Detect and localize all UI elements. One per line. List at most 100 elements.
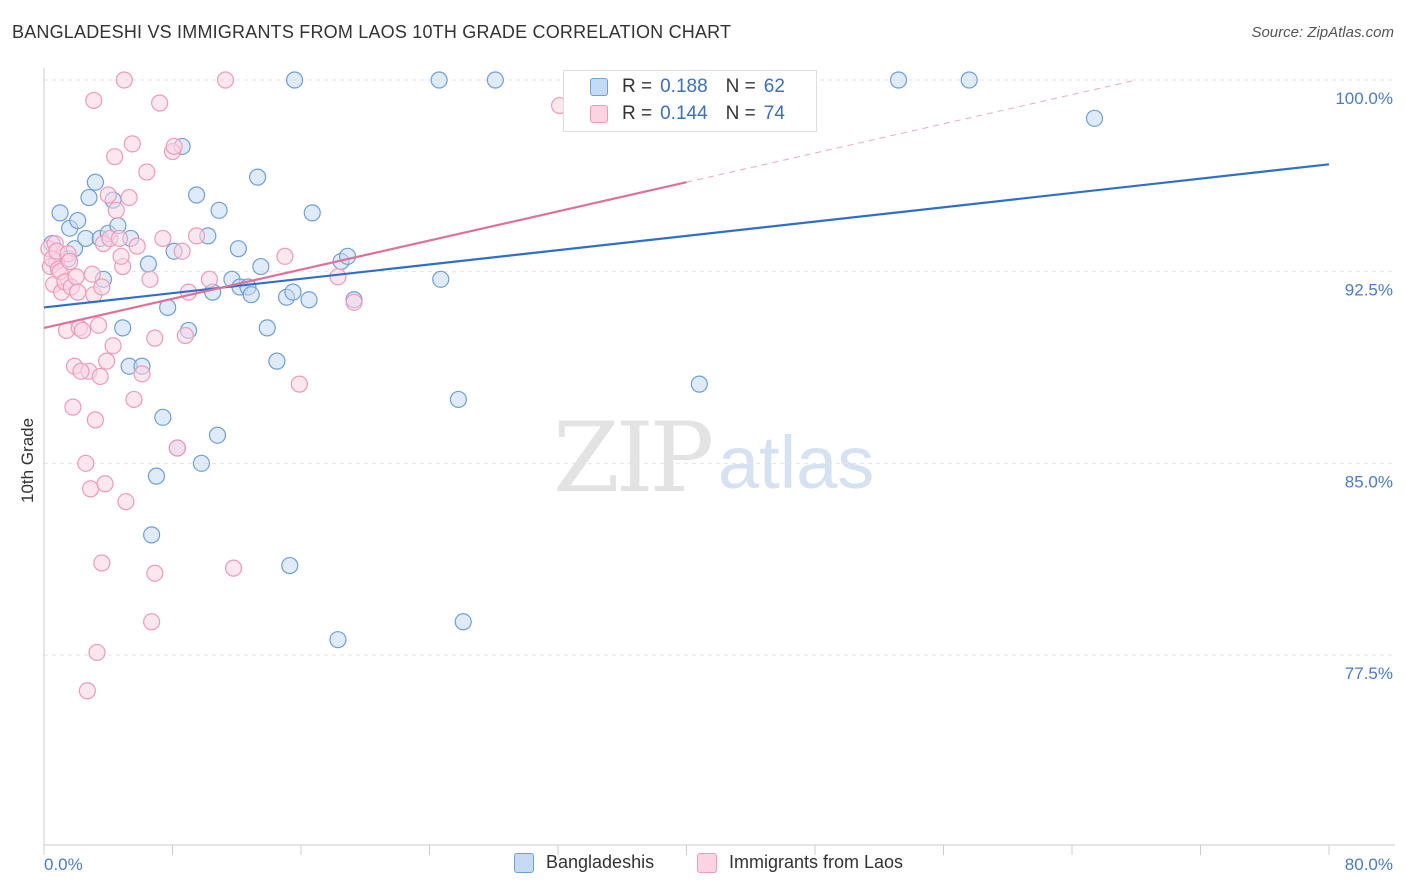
point-bangladeshi [690, 375, 708, 393]
legend-label-laos: Immigrants from Laos [729, 852, 904, 872]
legend-r-value: 0.188 [660, 76, 708, 97]
point-laos [133, 365, 151, 383]
legend-row-bangladeshis: R = 0.188 N = 62 [590, 75, 785, 99]
point-laos [125, 390, 143, 409]
point-laos [123, 135, 141, 153]
point-bangladeshi [229, 240, 247, 258]
legend-n-value: 62 [763, 76, 785, 97]
trendline-laos [43, 181, 687, 329]
point-laos [120, 188, 138, 207]
point-laos [61, 252, 79, 271]
point-laos [64, 398, 82, 416]
point-bangladeshi [192, 454, 211, 472]
watermark-atlas: atlas [718, 421, 875, 504]
point-bangladeshi [210, 201, 228, 219]
point-bangladeshi [242, 286, 260, 304]
point-bangladeshi [285, 71, 304, 89]
y-tick-label: 77.5% [1345, 664, 1393, 683]
point-bangladeshi [338, 247, 357, 265]
point-laos [187, 227, 206, 245]
watermark-zip: ZIP [553, 402, 714, 514]
point-bangladeshi [80, 188, 98, 207]
point-bangladeshi [51, 204, 69, 222]
legend-row-laos: R = 0.144 N = 74 [590, 102, 785, 126]
legend-item-laos[interactable]: Immigrants from Laos [697, 852, 903, 873]
legend-n-label: N = [725, 76, 756, 97]
legend-n-label: N = [725, 103, 756, 124]
point-bangladeshi [1085, 109, 1104, 127]
series-legend: Bangladeshis Immigrants from Laos [0, 852, 1406, 878]
point-laos [86, 411, 105, 429]
point-laos [81, 480, 100, 498]
legend-r-label: R = [622, 76, 653, 97]
point-laos [99, 186, 117, 204]
point-laos [106, 148, 124, 166]
point-laos [115, 71, 133, 89]
point-laos [73, 321, 92, 340]
point-bangladeshi [252, 257, 270, 276]
point-bangladeshi [300, 291, 318, 309]
point-bangladeshi [268, 352, 286, 370]
point-bangladeshi [281, 556, 299, 575]
point-bangladeshi [69, 211, 87, 230]
point-laos [128, 237, 146, 255]
point-laos [329, 268, 347, 286]
point-bangladeshi [960, 71, 978, 89]
point-laos [96, 475, 114, 493]
point-laos [91, 367, 109, 386]
x-tick-label-min: 0.0% [44, 855, 83, 874]
point-bangladeshi [486, 71, 504, 89]
point-laos [78, 682, 96, 700]
point-laos [146, 329, 164, 347]
point-bangladeshi [208, 426, 227, 444]
point-laos [69, 283, 87, 301]
point-laos [77, 454, 95, 472]
legend-r-value: 0.144 [660, 103, 708, 124]
legend-item-bangladeshis[interactable]: Bangladeshis [514, 852, 654, 873]
point-laos [168, 439, 186, 457]
point-bangladeshi [154, 408, 172, 426]
point-laos [143, 613, 161, 631]
point-bangladeshi [889, 71, 908, 89]
point-laos [200, 270, 219, 288]
point-laos [93, 278, 111, 296]
point-laos [138, 163, 156, 181]
point-laos [67, 268, 85, 286]
point-bangladeshi [329, 631, 347, 649]
point-bangladeshi [147, 467, 166, 485]
point-bangladeshi [143, 526, 161, 544]
point-laos [216, 71, 235, 89]
chart-title: BANGLADESHI VS IMMIGRANTS FROM LAOS 10TH… [12, 22, 732, 42]
point-bangladeshi [449, 390, 468, 409]
point-laos [117, 493, 135, 511]
y-tick-label: 92.5% [1345, 281, 1393, 300]
point-laos [290, 375, 308, 393]
legend-r-label: R = [622, 103, 653, 124]
legend-swatch-pink [697, 852, 717, 873]
point-laos [146, 564, 164, 582]
point-laos [90, 316, 108, 334]
point-laos [104, 337, 122, 355]
point-bangladeshi [284, 283, 302, 301]
point-laos [224, 559, 243, 577]
point-bangladeshi [432, 270, 450, 288]
point-laos [276, 247, 294, 265]
point-laos [112, 247, 130, 265]
point-bangladeshi [249, 168, 267, 186]
point-laos [93, 554, 111, 572]
point-laos [88, 643, 106, 662]
trendline-bangladeshis [43, 163, 1330, 309]
point-bangladeshi [258, 319, 276, 337]
point-bangladeshi [77, 229, 95, 248]
point-bangladeshi [114, 319, 132, 337]
legend-n-value: 74 [763, 103, 785, 124]
x-tick-label-max: 80.0% [1345, 855, 1393, 874]
point-laos [98, 352, 116, 370]
point-bangladeshi [86, 173, 105, 191]
point-laos [154, 229, 172, 248]
point-laos [83, 265, 101, 283]
point-laos [110, 229, 129, 248]
legend-swatch-blue [514, 852, 534, 873]
legend-swatch-pink [590, 105, 608, 123]
correlation-legend: R = 0.188 N = 62 R = 0.144 N = 74 [563, 70, 817, 132]
